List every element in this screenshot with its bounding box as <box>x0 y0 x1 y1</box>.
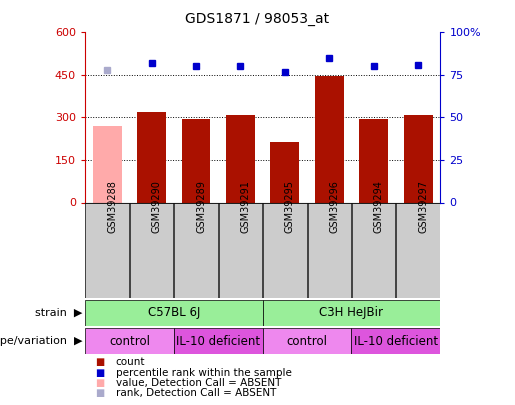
Bar <box>137 112 166 202</box>
Text: control: control <box>286 335 328 348</box>
Bar <box>85 300 263 326</box>
Bar <box>351 328 440 354</box>
Text: rank, Detection Call = ABSENT: rank, Detection Call = ABSENT <box>116 388 276 398</box>
Bar <box>352 202 396 298</box>
Text: strain  ▶: strain ▶ <box>35 308 82 318</box>
Bar <box>219 202 262 298</box>
Bar <box>315 76 344 202</box>
Text: GSM39288: GSM39288 <box>107 180 117 233</box>
Text: control: control <box>109 335 150 348</box>
Text: genotype/variation  ▶: genotype/variation ▶ <box>0 336 82 346</box>
Text: percentile rank within the sample: percentile rank within the sample <box>116 368 292 377</box>
Text: GSM39294: GSM39294 <box>374 180 384 233</box>
Bar <box>263 202 306 298</box>
Text: GSM39295: GSM39295 <box>285 180 295 233</box>
Text: C57BL 6J: C57BL 6J <box>148 306 200 320</box>
Bar <box>263 300 440 326</box>
Text: GSM39296: GSM39296 <box>329 180 339 233</box>
Bar <box>85 328 174 354</box>
Text: count: count <box>116 358 145 367</box>
Text: ■: ■ <box>95 378 105 388</box>
Text: GDS1871 / 98053_at: GDS1871 / 98053_at <box>185 12 330 26</box>
Bar <box>307 202 351 298</box>
Bar <box>85 202 129 298</box>
Text: ■: ■ <box>95 388 105 398</box>
Text: value, Detection Call = ABSENT: value, Detection Call = ABSENT <box>116 378 281 388</box>
Bar <box>263 328 351 354</box>
Bar <box>130 202 174 298</box>
Text: GSM39297: GSM39297 <box>418 180 428 233</box>
Text: C3H HeJBir: C3H HeJBir <box>319 306 384 320</box>
Bar <box>270 142 299 202</box>
Text: IL-10 deficient: IL-10 deficient <box>354 335 438 348</box>
Bar <box>93 126 122 202</box>
Text: ■: ■ <box>95 368 105 377</box>
Text: IL-10 deficient: IL-10 deficient <box>176 335 260 348</box>
Bar <box>404 115 433 202</box>
Text: ■: ■ <box>95 358 105 367</box>
Bar <box>174 328 263 354</box>
Text: GSM39289: GSM39289 <box>196 180 206 233</box>
Bar <box>359 119 388 202</box>
Text: GSM39290: GSM39290 <box>151 180 162 233</box>
Bar <box>174 202 218 298</box>
Bar <box>182 119 211 202</box>
Text: GSM39291: GSM39291 <box>241 180 250 233</box>
Bar <box>397 202 440 298</box>
Bar <box>226 115 255 202</box>
